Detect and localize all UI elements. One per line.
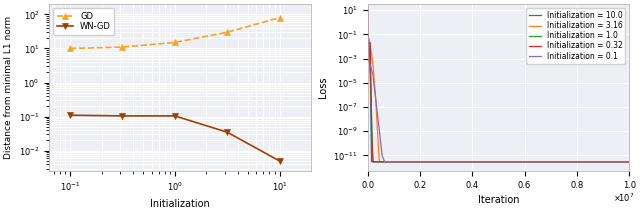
GD	[118, 46, 126, 48]
WN-GD	[223, 131, 231, 133]
Initialization = 10.0	[620, 160, 628, 163]
Initialization = 0.1	[364, 5, 371, 8]
Line: Initialization = 1.0: Initialization = 1.0	[367, 35, 629, 162]
Initialization = 10.0	[368, 160, 376, 162]
Initialization = 0.32	[364, 5, 371, 8]
Initialization = 0.32	[367, 42, 374, 44]
Initialization = 3.16	[625, 160, 633, 163]
Initialization = 0.1	[379, 156, 387, 159]
Initialization = 0.32	[366, 42, 374, 44]
GD	[223, 31, 231, 33]
Line: Initialization = 0.1: Initialization = 0.1	[367, 7, 629, 162]
Initialization = 1.0	[625, 160, 633, 163]
Initialization = 3.16	[373, 126, 381, 128]
Y-axis label: Distance from minimal L1 norm: Distance from minimal L1 norm	[4, 16, 13, 159]
Legend: Initialization = 10.0, Initialization = 3.16, Initialization = 1.0, Initializati: Initialization = 10.0, Initialization = …	[526, 8, 625, 64]
Initialization = 1.0	[620, 160, 628, 163]
Initialization = 3.16	[372, 113, 380, 115]
Initialization = 1.0	[366, 68, 374, 71]
X-axis label: Initialization: Initialization	[150, 199, 210, 209]
Initialization = 1.0	[367, 86, 374, 89]
Initialization = 0.1	[376, 137, 384, 139]
Initialization = 0.32	[367, 122, 375, 125]
Line: Initialization = 3.16: Initialization = 3.16	[367, 35, 629, 162]
GD	[171, 41, 179, 44]
Y-axis label: Loss: Loss	[318, 77, 328, 98]
Line: GD: GD	[67, 14, 283, 52]
Initialization = 3.16	[369, 61, 377, 63]
Initialization = 0.1	[366, 63, 374, 66]
Initialization = 10.0	[367, 154, 375, 156]
WN-GD	[276, 160, 284, 162]
Line: Initialization = 10.0: Initialization = 10.0	[367, 35, 629, 162]
Initialization = 0.32	[625, 160, 633, 163]
Initialization = 0.1	[625, 160, 633, 163]
Initialization = 0.32	[367, 93, 375, 96]
Initialization = 0.1	[364, 57, 372, 60]
Legend: GD, WN-GD: GD, WN-GD	[53, 8, 115, 35]
Initialization = 0.32	[367, 110, 375, 112]
WN-GD	[171, 115, 179, 117]
X-axis label: Iteration: Iteration	[477, 196, 519, 205]
Initialization = 10.0	[366, 68, 374, 71]
Initialization = 3.16	[365, 38, 373, 41]
Initialization = 10.0	[365, 37, 372, 40]
Initialization = 0.1	[566, 160, 574, 163]
Initialization = 3.16	[374, 136, 381, 138]
Initialization = 0.1	[364, 21, 372, 24]
Initialization = 10.0	[625, 160, 633, 163]
Initialization = 3.16	[364, 33, 371, 36]
WN-GD	[118, 115, 126, 117]
Initialization = 0.32	[364, 42, 372, 44]
Initialization = 1.0	[369, 151, 376, 154]
Initialization = 1.0	[369, 159, 377, 162]
Initialization = 1.0	[364, 33, 371, 36]
Line: WN-GD: WN-GD	[67, 112, 283, 164]
Initialization = 10.0	[367, 90, 374, 93]
Text: $\times\!10^7$: $\times\!10^7$	[613, 191, 634, 204]
Initialization = 10.0	[364, 33, 371, 36]
WN-GD	[67, 114, 74, 117]
GD	[276, 16, 284, 19]
GD	[67, 47, 74, 50]
Initialization = 1.0	[365, 41, 372, 43]
Initialization = 3.16	[369, 59, 376, 62]
Line: Initialization = 0.32: Initialization = 0.32	[367, 7, 629, 162]
